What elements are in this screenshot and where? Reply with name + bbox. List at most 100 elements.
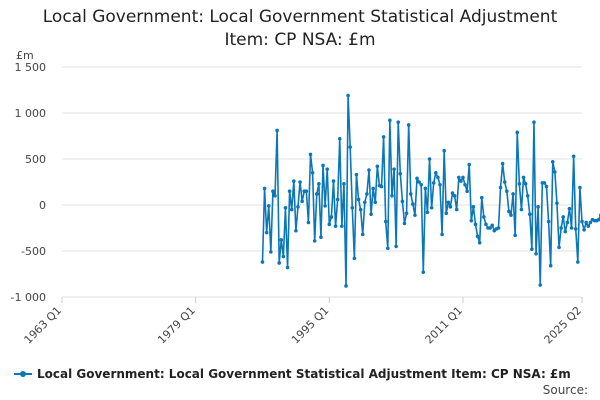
data-point[interactable] [371, 186, 375, 191]
data-point[interactable] [344, 284, 348, 288]
data-point[interactable] [513, 233, 517, 238]
data-point[interactable] [321, 163, 325, 168]
data-point[interactable] [394, 244, 398, 249]
data-point[interactable] [346, 93, 350, 98]
data-point[interactable] [404, 211, 409, 216]
data-point[interactable] [363, 200, 367, 205]
data-point[interactable] [415, 176, 419, 181]
data-point[interactable] [596, 217, 600, 222]
data-point[interactable] [385, 246, 390, 251]
data-point[interactable] [446, 200, 451, 205]
data-point[interactable] [269, 250, 273, 254]
data-point[interactable] [452, 194, 457, 198]
data-point[interactable] [490, 223, 495, 228]
data-point[interactable] [555, 201, 559, 205]
data-point[interactable] [369, 212, 373, 216]
data-point[interactable] [442, 148, 446, 153]
data-point[interactable] [325, 167, 330, 171]
data-point[interactable] [444, 211, 449, 216]
data-point[interactable] [425, 210, 430, 215]
legend[interactable]: Local Government: Local Government Stati… [14, 367, 571, 381]
data-point[interactable] [279, 238, 284, 242]
data-point[interactable] [381, 135, 386, 139]
data-point[interactable] [461, 175, 465, 180]
data-point[interactable] [473, 222, 478, 227]
data-point[interactable] [388, 118, 392, 123]
data-point[interactable] [423, 186, 428, 191]
data-point[interactable] [584, 220, 588, 225]
data-point[interactable] [285, 265, 290, 270]
data-point[interactable] [310, 171, 315, 175]
data-point[interactable] [477, 240, 482, 245]
data-point[interactable] [561, 215, 565, 219]
data-point[interactable] [582, 228, 586, 232]
data-point[interactable] [573, 227, 578, 231]
data-point[interactable] [289, 207, 294, 212]
data-point[interactable] [271, 189, 275, 193]
data-point[interactable] [354, 172, 359, 177]
data-point[interactable] [365, 192, 369, 196]
data-point[interactable] [396, 120, 401, 124]
data-point[interactable] [544, 184, 549, 189]
data-point[interactable] [448, 205, 453, 209]
data-point[interactable] [298, 180, 302, 184]
data-point[interactable] [308, 152, 313, 157]
data-point[interactable] [264, 230, 269, 235]
data-point[interactable] [266, 204, 271, 208]
data-point[interactable] [459, 179, 463, 183]
data-point[interactable] [427, 157, 432, 161]
data-point[interactable] [337, 136, 342, 141]
data-point[interactable] [417, 180, 421, 184]
data-point[interactable] [438, 182, 442, 187]
data-point[interactable] [488, 226, 492, 230]
data-point[interactable] [559, 226, 563, 230]
data-point[interactable] [413, 213, 417, 217]
data-point[interactable] [463, 182, 467, 187]
data-point[interactable] [333, 224, 338, 228]
data-point[interactable] [553, 170, 557, 174]
data-point[interactable] [521, 175, 526, 180]
data-point[interactable] [352, 256, 357, 261]
data-point[interactable] [548, 263, 553, 268]
data-point[interactable] [342, 182, 346, 186]
data-point[interactable] [287, 189, 292, 193]
data-point[interactable] [360, 232, 365, 237]
data-point[interactable] [312, 239, 317, 243]
data-point[interactable] [319, 235, 323, 239]
data-point[interactable] [454, 207, 459, 212]
data-point[interactable] [392, 167, 396, 171]
data-point[interactable] [314, 192, 319, 196]
data-point[interactable] [580, 219, 584, 224]
data-point[interactable] [329, 215, 334, 219]
data-point[interactable] [563, 229, 568, 234]
data-point[interactable] [277, 261, 281, 265]
data-point[interactable] [367, 168, 371, 172]
data-point[interactable] [373, 200, 378, 205]
data-point[interactable] [323, 204, 327, 208]
data-point[interactable] [550, 159, 555, 164]
data-point[interactable] [586, 224, 591, 228]
data-point[interactable] [542, 181, 547, 185]
data-point[interactable] [515, 130, 520, 135]
data-point[interactable] [283, 205, 288, 210]
data-point[interactable] [429, 205, 434, 210]
data-point[interactable] [273, 194, 277, 198]
data-point[interactable] [511, 192, 515, 196]
data-point[interactable] [306, 220, 311, 225]
data-point[interactable] [383, 219, 388, 224]
data-point[interactable] [475, 234, 480, 239]
data-point[interactable] [465, 189, 469, 193]
data-point[interactable] [523, 182, 528, 186]
data-point[interactable] [262, 186, 267, 191]
data-point[interactable] [408, 192, 413, 196]
data-point[interactable] [398, 171, 403, 176]
data-point[interactable] [450, 191, 455, 195]
data-point[interactable] [317, 182, 321, 186]
data-point[interactable] [576, 260, 580, 264]
data-point[interactable] [532, 120, 536, 124]
data-point[interactable] [421, 270, 426, 274]
data-point[interactable] [411, 202, 415, 206]
data-point[interactable] [498, 185, 503, 190]
data-point[interactable] [571, 154, 576, 159]
data-point[interactable] [340, 224, 344, 228]
